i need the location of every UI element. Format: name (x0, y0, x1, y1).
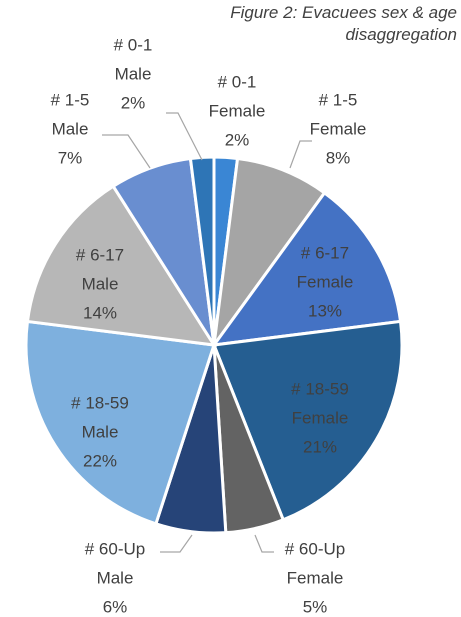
pie-slice (25, 184, 217, 347)
slice-label: Female (292, 408, 349, 427)
pie-slice (211, 319, 404, 522)
leader-line (160, 534, 193, 553)
slice-label: Female (297, 272, 354, 291)
slice-label: Male (97, 568, 134, 587)
value-label: 2% (225, 130, 250, 149)
slice-label: Female (209, 101, 266, 120)
slice-label: Female (310, 119, 367, 138)
slice-label: # 1-5 (319, 90, 358, 109)
slice-label: # 18-59 (291, 379, 349, 398)
pie-slice (210, 190, 403, 347)
slice-label: # 18-59 (71, 393, 129, 412)
value-label: 14% (83, 303, 117, 322)
slice-label: Male (115, 64, 152, 83)
slice-label: Male (52, 119, 89, 138)
slice-label: Male (82, 274, 119, 293)
slice-label: # 6-17 (76, 245, 124, 264)
value-label: 21% (303, 437, 337, 456)
leader-line (289, 140, 312, 169)
chart-title: Figure 2: Evacuees sex & age disaggregat… (230, 3, 457, 44)
pie-slice (188, 155, 216, 346)
slice-label: Male (82, 422, 119, 441)
value-label: 8% (326, 148, 351, 167)
slice-label: # 6-17 (301, 243, 349, 262)
slice-label: # 0-1 (114, 35, 153, 54)
slice-label: # 0-1 (218, 72, 257, 91)
leader-line (254, 534, 274, 553)
value-label: 13% (308, 301, 342, 320)
pie-slice (212, 156, 327, 346)
value-label: 6% (103, 597, 128, 616)
slice-label: # 1-5 (51, 90, 90, 109)
leader-line (166, 112, 203, 161)
leader-line (102, 134, 151, 169)
value-label: 7% (58, 148, 83, 167)
pie-slice (24, 319, 216, 526)
value-label: 5% (303, 597, 328, 616)
value-label: 22% (83, 451, 117, 470)
value-label: 2% (121, 93, 146, 112)
slice-label: # 60-Up (285, 539, 345, 558)
slice-label: # 60-Up (85, 539, 145, 558)
slice-label: Female (287, 568, 344, 587)
